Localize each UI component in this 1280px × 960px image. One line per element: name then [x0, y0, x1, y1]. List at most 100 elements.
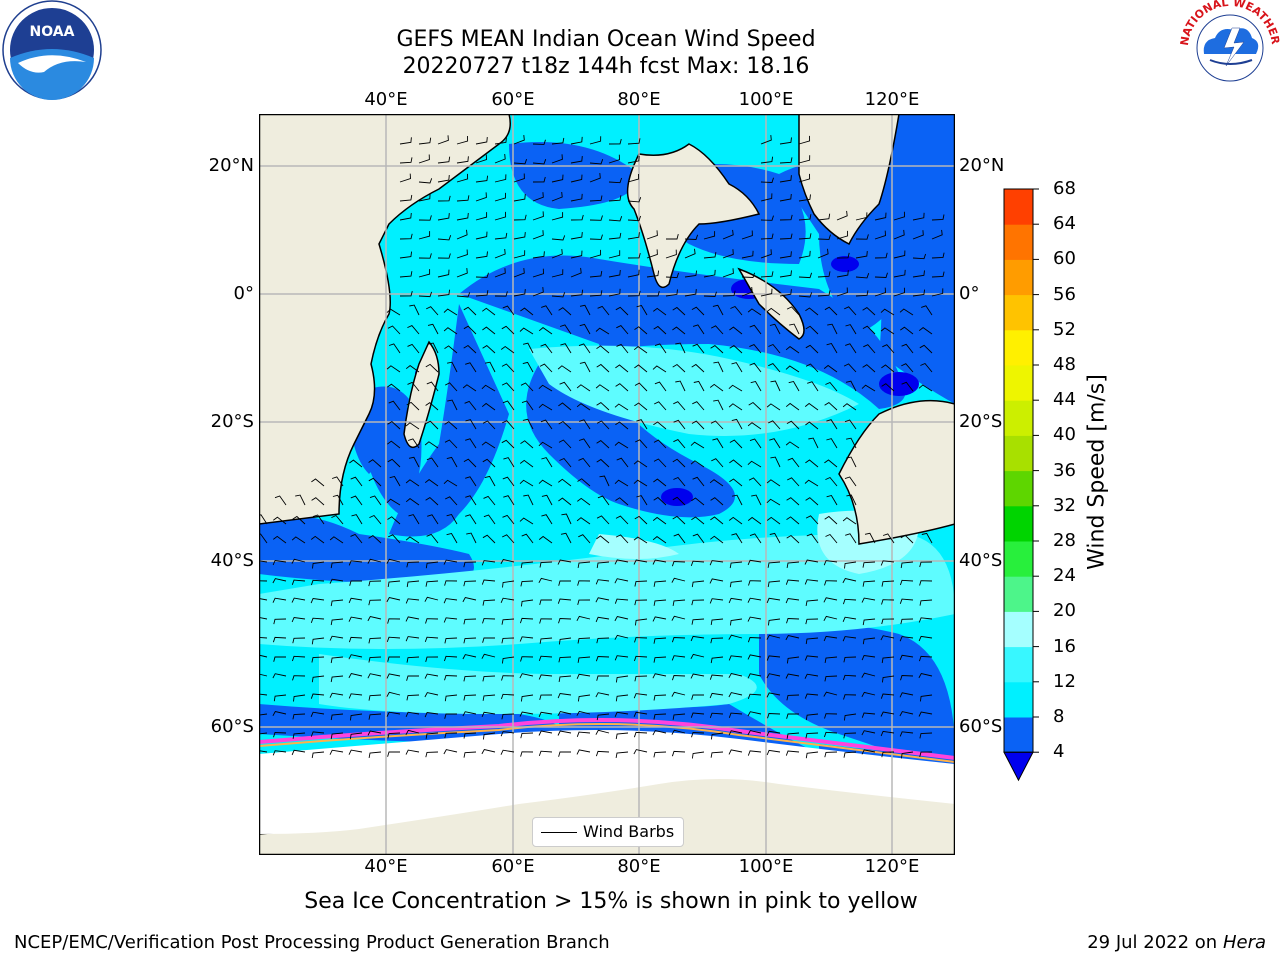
wind-barb	[538, 479, 553, 487]
wind-barb	[842, 636, 857, 642]
lat-tick-right: 20°N	[959, 155, 1005, 176]
wind-barb	[558, 478, 572, 487]
wind-barb	[912, 270, 925, 278]
wind-barb	[900, 561, 914, 569]
colorbar-tick-label: 44	[1053, 389, 1076, 411]
wind-barb	[760, 288, 773, 297]
footer-credit: NCEP/EMC/Verification Post Processing Pr…	[14, 932, 610, 953]
wind-barb	[425, 751, 439, 758]
wind-barb	[463, 732, 477, 739]
wind-barb	[918, 617, 933, 623]
wind-barb	[570, 136, 583, 145]
wind-barb	[747, 616, 762, 622]
wind-barb	[691, 497, 705, 506]
wind-barb	[595, 656, 610, 662]
wind-barb	[274, 495, 287, 506]
wind-barb	[788, 380, 800, 392]
madagascar	[403, 340, 440, 449]
wind-barb	[690, 635, 705, 642]
wind-barb	[863, 344, 876, 354]
wind-barb	[608, 288, 621, 297]
wind-barb	[749, 344, 762, 354]
lon-tick-bottom: 60°E	[491, 856, 535, 877]
wind-barb	[418, 137, 432, 145]
wind-barb	[786, 561, 800, 568]
wind-barb	[466, 532, 477, 544]
wind-barb	[627, 155, 640, 164]
wind-barb	[690, 673, 705, 679]
wind-barb	[899, 579, 914, 586]
wind-barb	[654, 401, 667, 411]
wind-barb	[427, 514, 439, 525]
wind-barb	[399, 157, 413, 164]
wind-barb	[633, 749, 648, 755]
wind-barb	[770, 380, 781, 392]
wind-barb	[272, 578, 287, 584]
wind-barb	[599, 475, 610, 487]
wind-barb	[675, 380, 686, 392]
wind-barb	[769, 323, 781, 335]
wind-barb	[475, 175, 489, 183]
wind-barb	[273, 535, 287, 544]
wind-barb	[920, 362, 933, 373]
wind-barb	[463, 458, 477, 468]
wind-barb	[532, 211, 544, 221]
wind-barb	[447, 361, 458, 373]
wind-barb	[652, 616, 667, 622]
wind-barb	[672, 306, 686, 316]
wind-barb	[418, 154, 430, 164]
wind-barb	[627, 252, 641, 259]
wind-barb	[387, 656, 400, 662]
wind-barb	[881, 656, 895, 664]
wind-barb	[589, 173, 601, 183]
wind-barb	[634, 580, 648, 587]
wind-barb	[614, 441, 629, 449]
wind-barb	[595, 327, 610, 335]
wind-barb	[350, 533, 363, 544]
wind-barb	[532, 139, 546, 145]
wind-barb	[387, 732, 401, 739]
wind-barb	[786, 477, 800, 487]
wind-barb	[855, 212, 868, 221]
wind-barb	[503, 457, 515, 468]
wind-barb	[513, 194, 526, 202]
wind-barb	[503, 495, 515, 506]
wind-barb	[558, 497, 572, 506]
wind-barb	[703, 231, 716, 240]
wind-barb	[272, 710, 287, 717]
wind-barb	[615, 515, 629, 525]
wind-barb	[785, 673, 800, 679]
wind-barb	[520, 656, 534, 662]
wind-barb	[292, 675, 306, 681]
wind-barb	[728, 597, 743, 604]
wind-barb	[597, 305, 610, 316]
wind-barb	[836, 252, 850, 259]
wind-barb	[387, 516, 401, 525]
wind-barb	[386, 558, 401, 564]
wind-barb	[769, 438, 781, 449]
wind-barb	[798, 135, 811, 145]
wind-barb	[406, 580, 420, 588]
wind-barb	[861, 597, 876, 603]
colorbar-tick-label: 68	[1053, 178, 1076, 199]
wind-barb	[633, 479, 648, 487]
wind-barb	[482, 732, 496, 740]
wind-barb	[424, 479, 439, 487]
wind-barb	[424, 596, 439, 602]
wind-barb	[465, 362, 477, 373]
wind-barb	[760, 177, 774, 183]
wind-barb	[766, 655, 781, 661]
wind-barb	[747, 460, 762, 468]
wind-barb	[627, 290, 641, 297]
wind-barb	[710, 535, 724, 544]
wind-barb	[387, 325, 401, 335]
wind-barb	[855, 234, 869, 240]
wind-barb	[861, 384, 876, 392]
wind-barb	[635, 439, 648, 449]
wind-barb	[538, 750, 553, 757]
wind-barb	[551, 269, 564, 278]
wind-barb	[465, 476, 477, 487]
map-legend: Wind Barbs	[532, 817, 684, 847]
wind-barb	[806, 533, 819, 544]
lon-tick-top: 40°E	[364, 89, 408, 110]
